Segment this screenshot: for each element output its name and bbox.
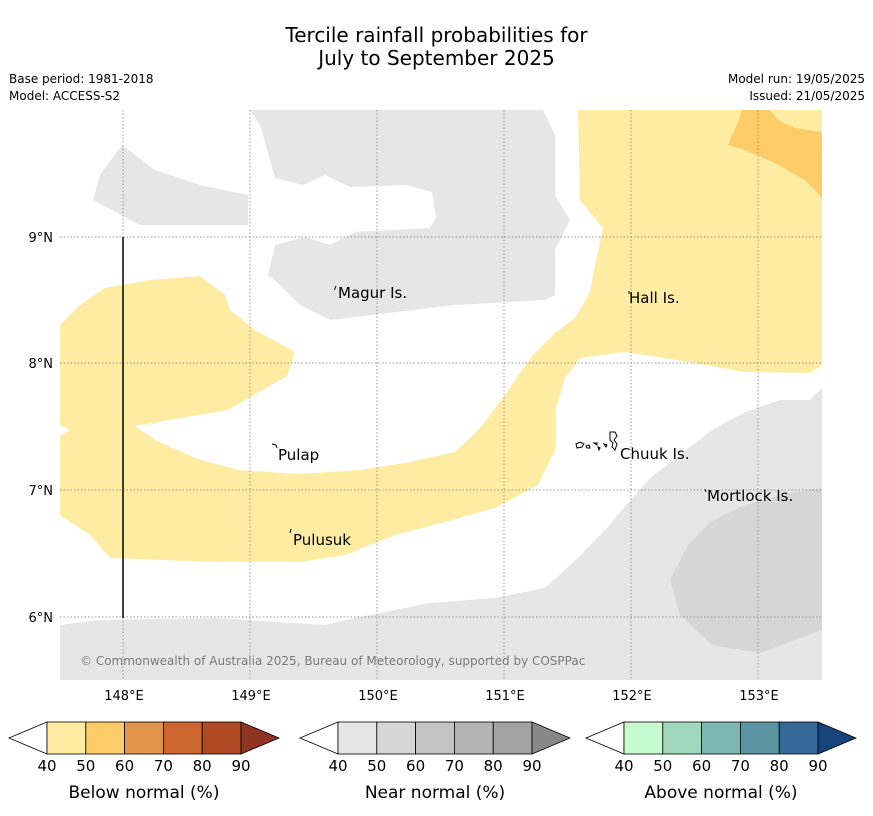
near-normal-region-south (60, 388, 822, 680)
lon-label-151e: 151°E (485, 689, 525, 704)
place-label-hall: Hall Is. (629, 289, 680, 307)
colorbar-below-tick-label: 90 (231, 757, 250, 775)
colorbar-above-tick-label: 40 (614, 757, 633, 775)
colorbar-below-segment (201, 721, 242, 755)
colorbar-above-high-extend (817, 721, 858, 755)
near-normal-50-region (670, 488, 822, 653)
colorbar-below-tick-label: 50 (76, 757, 95, 775)
pulap-island-marker (271, 443, 278, 449)
colorbar-near-low-extend (298, 721, 339, 755)
colorbar-below-segment (124, 721, 164, 755)
colorbar-near-segment (337, 721, 378, 755)
place-label-magur: Magur Is. (338, 284, 407, 302)
island-markers (271, 285, 707, 534)
colorbar-near-tick-label: 80 (484, 757, 503, 775)
colorbar-above-tick-label: 90 (808, 757, 827, 775)
place-label-mortlock: Mortlock Is. (707, 487, 793, 505)
place-label-pulusuk: Pulusuk (293, 531, 351, 549)
colorbar-above-tick-label: 70 (731, 757, 750, 775)
colorbar-near-segment (376, 721, 416, 755)
colorbar-below-low-extend (7, 721, 48, 755)
mortlock-island-marker (704, 488, 707, 493)
near-normal-region-north (250, 110, 570, 320)
colorbar-above-tick-label: 50 (653, 757, 672, 775)
colorbar-below-tick-label: 80 (193, 757, 212, 775)
colorbars: 40 50 60 70 80 90 Below normal (%) 40 50 60 70 80 90… (7, 721, 858, 803)
lat-label-7n: 7°N (29, 484, 54, 499)
map-area (60, 110, 822, 680)
lon-label-149e: 149°E (231, 689, 271, 704)
lat-label-6n: 6°N (29, 611, 54, 626)
copyright-text: © Commonwealth of Australia 2025, Bureau… (80, 654, 585, 668)
colorbar-near-segment (415, 721, 455, 755)
colorbar-near-tick-label: 40 (328, 757, 347, 775)
pulusuk-island-marker (289, 528, 292, 534)
model-run: Model run: 19/05/2025 (727, 72, 865, 86)
model-name: Model: ACCESS-S2 (9, 89, 121, 103)
colorbar-near-title: Near normal (%) (365, 783, 505, 803)
colorbar-near-tick-label: 60 (406, 757, 425, 775)
below-normal-region-left-notch (60, 425, 70, 436)
lon-label-152e: 152°E (612, 689, 652, 704)
below-normal-50-region (728, 110, 822, 198)
colorbar-below-segment (46, 721, 87, 755)
issued-date: Issued: 21/05/2025 (749, 89, 865, 103)
lon-label-150e: 150°E (358, 689, 398, 704)
colorbar-above-tick-label: 60 (692, 757, 711, 775)
colorbar-above-title: Above normal (%) (644, 783, 797, 803)
colorbar-below-segment (162, 721, 203, 755)
near-normal-region-nw (93, 145, 248, 225)
below-normal-50-cutout (770, 110, 822, 132)
colorbar-near-tick-label: 50 (367, 757, 386, 775)
colorbar-above: 40 50 60 70 80 90 Above normal (%) (584, 721, 858, 803)
colorbar-near-segment (453, 721, 494, 755)
lon-label-153e: 153°E (739, 689, 779, 704)
colorbar-above-tick-label: 80 (770, 757, 789, 775)
meta-left: Base period: 1981-2018 Model: ACCESS-S2 (9, 71, 154, 105)
colorbar-near-segment (492, 721, 533, 755)
meta-right: Model run: 19/05/2025 Issued: 21/05/2025 (728, 71, 865, 105)
colorbar-near: 40 50 60 70 80 90 Near normal (%) (298, 721, 572, 803)
colorbar-below-tick-label: 60 (115, 757, 134, 775)
lon-label-148e: 148°E (104, 689, 144, 704)
place-label-chuuk: Chuuk Is. (620, 445, 689, 463)
colorbar-below-tick-label: 70 (154, 757, 173, 775)
chart-title-line2: July to September 2025 (318, 46, 555, 70)
colorbar-near-tick-label: 70 (445, 757, 464, 775)
chuuk-island-outline (575, 431, 618, 452)
place-label-pulap: Pulap (278, 446, 319, 464)
chart-title-line1: Tercile rainfall probabilities for (285, 23, 588, 47)
below-normal-region-main (60, 110, 822, 562)
base-period: Base period: 1981-2018 (9, 72, 154, 86)
colorbar-above-segment (778, 721, 819, 755)
colorbar-above-low-extend (584, 721, 625, 755)
lat-label-8n: 8°N (29, 357, 54, 372)
gridlines (60, 110, 822, 680)
colorbar-below-high-extend (240, 721, 281, 755)
colorbar-below-title: Below normal (%) (69, 783, 220, 803)
lat-label-9n: 9°N (29, 231, 54, 246)
magur-island-marker (334, 285, 337, 291)
colorbar-near-tick-label: 90 (522, 757, 541, 775)
colorbar-near-high-extend (531, 721, 572, 755)
colorbar-above-segment (740, 721, 780, 755)
colorbar-above-segment (623, 721, 664, 755)
colorbar-above-segment (701, 721, 741, 755)
colorbar-below: 40 50 60 70 80 90 Below normal (%) (7, 721, 281, 803)
colorbar-below-tick-label: 40 (37, 757, 56, 775)
colorbar-below-segment (85, 721, 126, 755)
colorbar-above-segment (662, 721, 702, 755)
